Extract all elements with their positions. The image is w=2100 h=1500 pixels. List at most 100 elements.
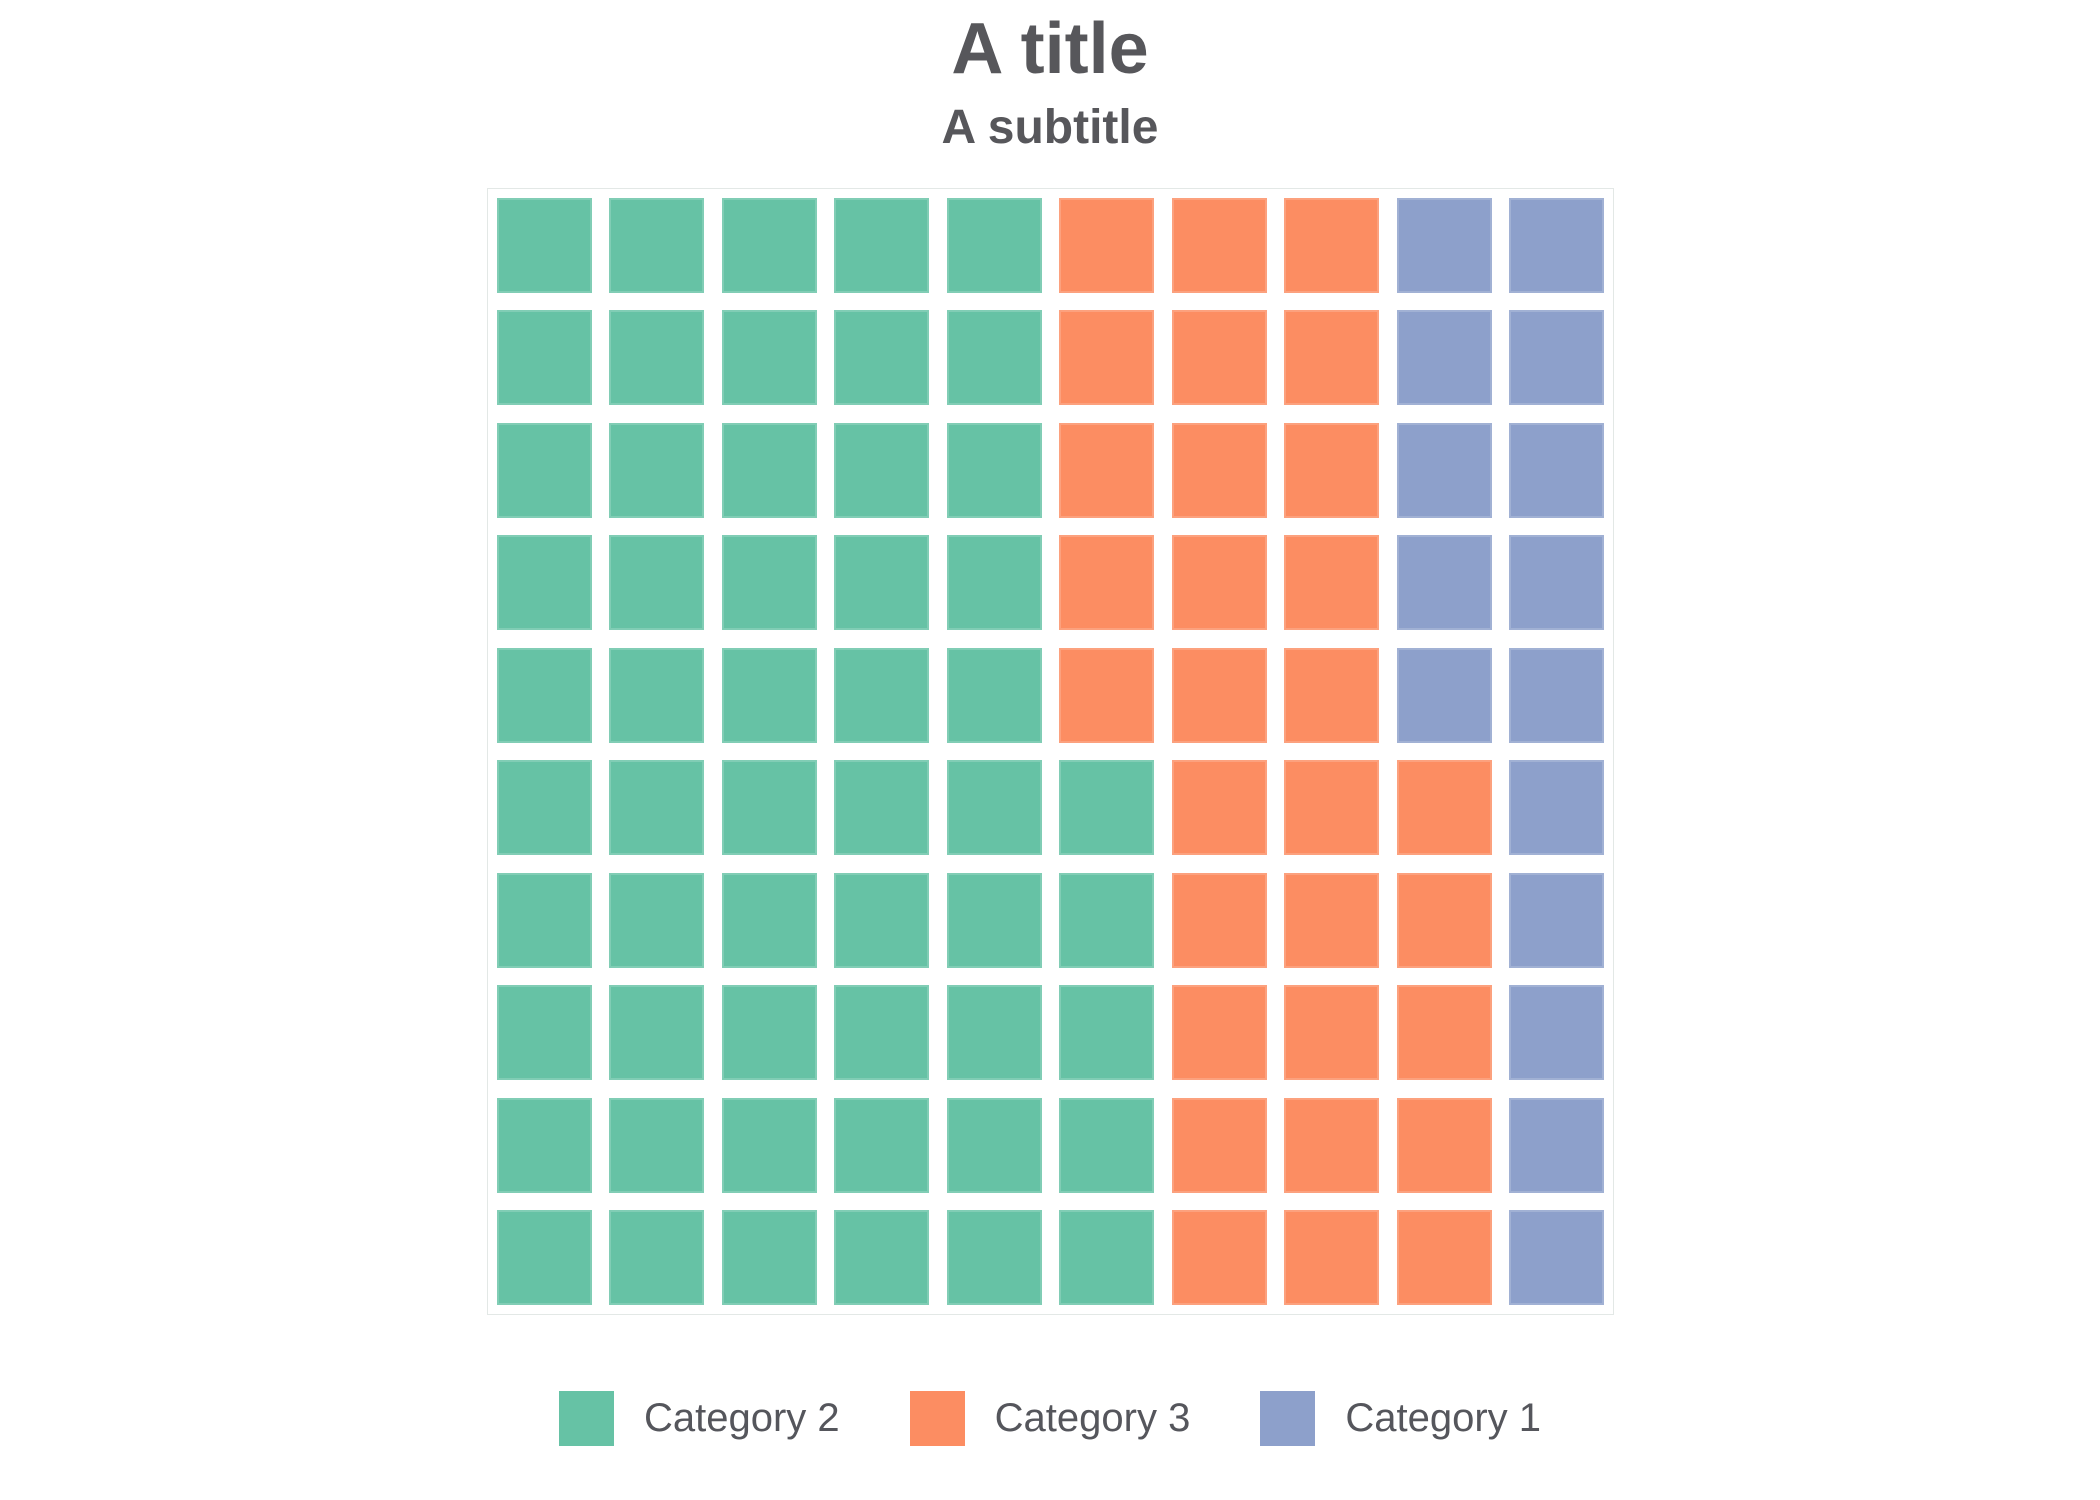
waffle-cell [609,760,705,856]
waffle-cell [609,872,705,968]
waffle-cell [1396,198,1492,293]
waffle-cell [834,872,930,968]
waffle-cell [1396,760,1492,856]
waffle-cell [1171,535,1267,631]
waffle-cell [609,1209,705,1305]
waffle-cell [946,535,1042,631]
waffle-grid [487,188,1614,1315]
waffle-cell [1284,760,1380,856]
waffle-cell [721,985,817,1081]
legend-item-category-1[interactable]: Category 1 [1260,1390,1541,1446]
waffle-cell [946,872,1042,968]
waffle-cell [497,310,592,406]
waffle-cell [609,1097,705,1193]
legend-swatch-icon [909,1390,965,1446]
waffle-cell [946,310,1042,406]
waffle-cell [721,872,817,968]
legend-swatch-icon [1260,1390,1316,1446]
waffle-cell [1284,647,1380,743]
waffle-cell [721,760,817,856]
waffle-cell [721,535,817,631]
legend-item-category-2[interactable]: Category 2 [558,1390,840,1446]
waffle-cell [1284,310,1380,406]
waffle-cell [1171,985,1267,1081]
waffle-cell [721,1097,817,1193]
waffle-cell [497,760,592,856]
waffle-cell [497,422,592,518]
waffle-cell [497,1097,592,1193]
waffle-cell [1059,422,1155,518]
legend-item-category-3[interactable]: Category 3 [909,1390,1191,1446]
waffle-cell [497,535,592,631]
waffle-cell [946,985,1042,1081]
waffle-cell [834,535,930,631]
legend-label: Category 2 [643,1395,840,1440]
waffle-cell [1396,1097,1492,1193]
waffle-cell [1508,535,1604,631]
waffle-cell [1059,985,1155,1081]
waffle-cell [497,647,592,743]
waffle-cell [1396,310,1492,406]
waffle-cell [1059,310,1155,406]
waffle-cell [1284,1209,1380,1305]
waffle-cell [1059,872,1155,968]
waffle-cell [834,647,930,743]
legend: Category 2 Category 3 Category 1 [0,1390,2100,1446]
waffle-cell [609,647,705,743]
page-title: A title [951,9,1149,89]
waffle-cell [834,1097,930,1193]
waffle-cell [1396,647,1492,743]
waffle-cell [1171,198,1267,293]
legend-label: Category 1 [1345,1395,1541,1440]
waffle-cell [1284,198,1380,293]
waffle-cell [946,422,1042,518]
waffle-cell [609,198,705,293]
waffle-cell [1284,872,1380,968]
waffle-cell [1396,422,1492,518]
waffle-cell [609,535,705,631]
waffle-cell [1059,1209,1155,1305]
waffle-cell [1171,1209,1267,1305]
waffle-cell [1508,1097,1604,1193]
waffle-cell [1508,310,1604,406]
waffle-cell [1059,647,1155,743]
waffle-cell [1059,760,1155,856]
waffle-cell [946,760,1042,856]
waffle-cell [1508,198,1604,293]
waffle-cell [1284,535,1380,631]
waffle-cell [497,1209,592,1305]
waffle-cell [1171,310,1267,406]
waffle-cell [1171,422,1267,518]
waffle-cell [1059,198,1155,293]
waffle-cell [721,310,817,406]
waffle-cell [946,198,1042,293]
waffle-cell [834,1209,930,1305]
waffle-cell [1059,535,1155,631]
waffle-cell [609,310,705,406]
waffle-cell [1508,422,1604,518]
waffle-cell [946,1097,1042,1193]
waffle-cell [497,985,592,1081]
waffle-cell [1508,760,1604,856]
waffle-cell [721,1209,817,1305]
waffle-cell [1284,1097,1380,1193]
waffle-cell [834,198,930,293]
waffle-cell [1171,1097,1267,1193]
waffle-cell [497,198,592,293]
waffle-cell [1396,985,1492,1081]
waffle-cell [1059,1097,1155,1193]
waffle-cell [1508,985,1604,1081]
waffle-cell [721,198,817,293]
page-subtitle: A subtitle [941,101,1159,154]
legend-label: Category 3 [994,1395,1191,1440]
waffle-cell [1171,760,1267,856]
waffle-cell [721,422,817,518]
waffle-cell [834,985,930,1081]
waffle-cell [1284,985,1380,1081]
waffle-cell [1508,647,1604,743]
waffle-cell [1396,1209,1492,1305]
waffle-cell [1396,872,1492,968]
waffle-cell [1508,872,1604,968]
waffle-cell [834,310,930,406]
waffle-cell [834,422,930,518]
